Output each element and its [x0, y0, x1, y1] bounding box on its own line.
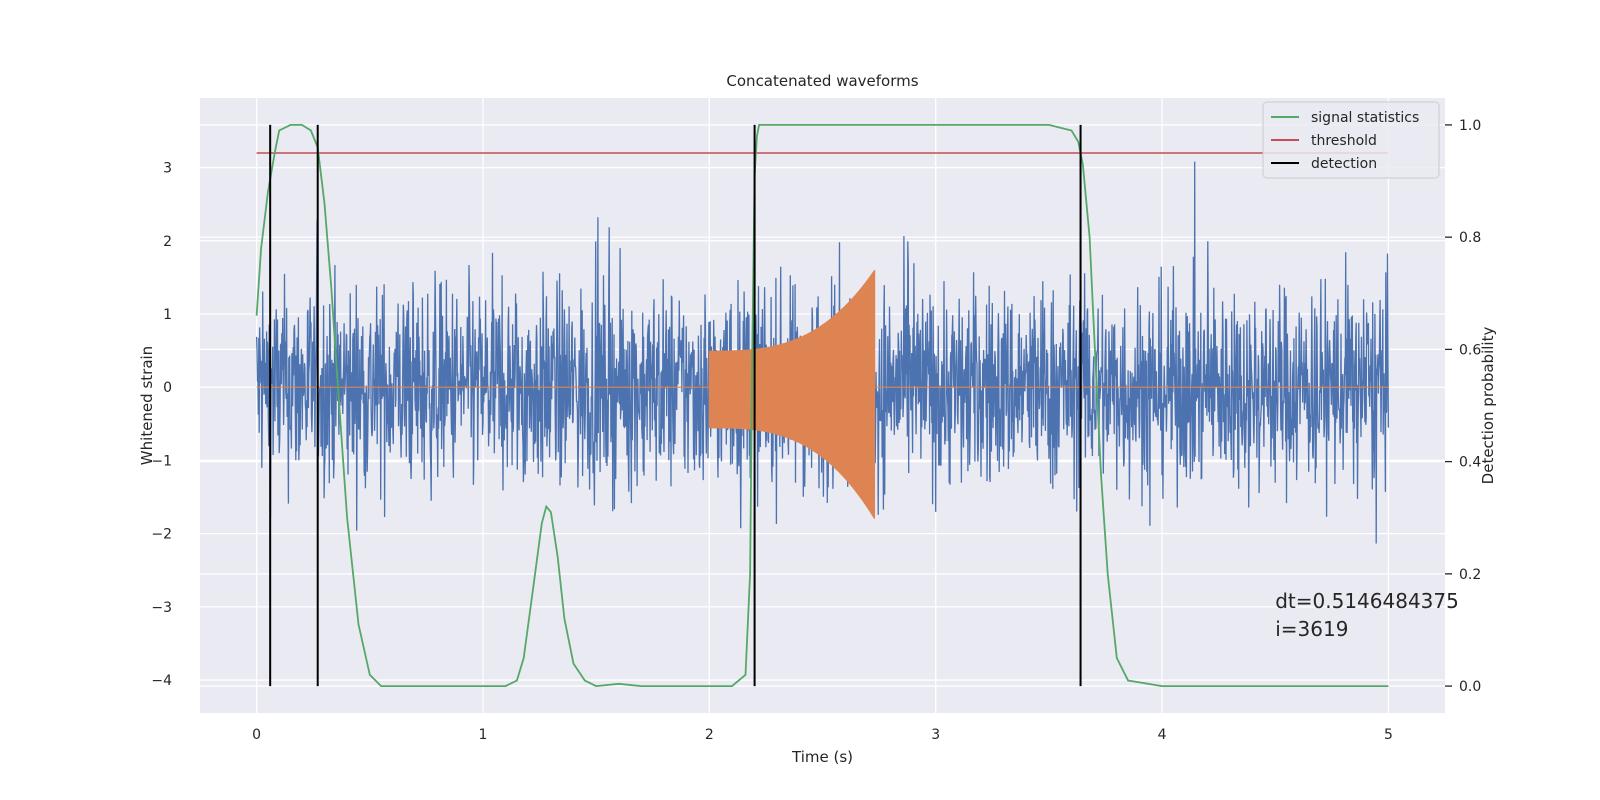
y-axis-label: Whitened strain	[138, 346, 156, 465]
x-tick-label: 0	[252, 727, 261, 743]
y2-tick-label: 1.0	[1459, 118, 1481, 134]
y2-axis-label: Detection probability	[1479, 327, 1497, 485]
y-tick-label: 0	[163, 380, 172, 396]
x-tick-label: 1	[478, 727, 487, 743]
y-tick-label: 1	[163, 307, 172, 323]
y-axis-right: 0.0 0.2 0.4 0.6 0.8 1.0	[1445, 118, 1481, 695]
y-tick-label: −2	[151, 527, 172, 543]
x-axis: 0 1 2 3 4 5	[252, 727, 1393, 743]
legend-box	[1262, 101, 1440, 179]
x-tick-label: 3	[931, 727, 940, 743]
y2-tick-label: 0.4	[1459, 455, 1481, 471]
chirp-series-line	[256, 270, 1389, 519]
y-tick-label: −3	[151, 600, 172, 616]
annotation: dt=0.5146484375 i=3619	[1275, 589, 1459, 641]
y-axis-left: −4 −3 −2 −1 0 1 2 3	[151, 161, 172, 690]
y2-tick-label: 0.8	[1459, 230, 1481, 246]
legend-label: signal statistics	[1311, 110, 1419, 126]
annotation-line: dt=0.5146484375	[1275, 589, 1459, 613]
y-tick-label: −4	[151, 673, 172, 689]
y2-tick-label: 0.2	[1459, 567, 1481, 583]
x-tick-label: 4	[1158, 727, 1167, 743]
plot-content	[255, 124, 1390, 688]
legend-label: detection	[1311, 156, 1377, 172]
chart-title: Concatenated waveforms	[726, 72, 918, 90]
x-tick-label: 5	[1384, 727, 1393, 743]
annotation-line: i=3619	[1275, 617, 1348, 641]
x-axis-label: Time (s)	[791, 748, 853, 766]
x-tick-label: 2	[705, 727, 714, 743]
legend-label: threshold	[1311, 133, 1377, 149]
y2-tick-label: 0.0	[1459, 679, 1481, 695]
y-tick-label: 2	[163, 234, 172, 250]
y-tick-label: −1	[151, 453, 172, 469]
legend: signal statistics threshold detection	[1262, 101, 1440, 179]
y2-tick-label: 0.6	[1459, 342, 1481, 358]
y-tick-label: 3	[163, 161, 172, 177]
